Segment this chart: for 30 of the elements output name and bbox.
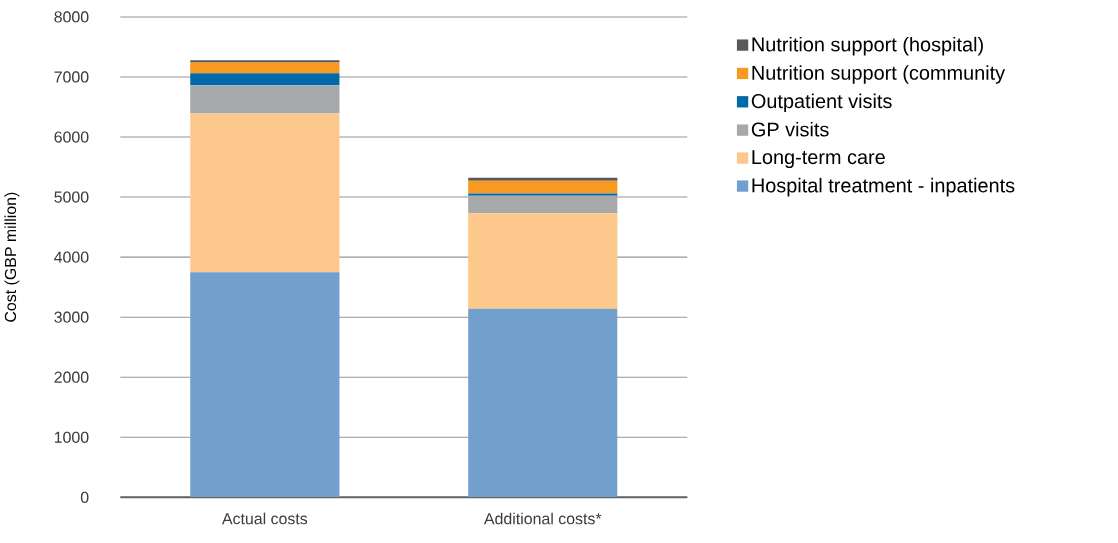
bar [190,62,340,74]
legend-label: Outpatient visits [751,93,892,113]
y-tick-label: 1000 [54,431,89,443]
bar [190,113,340,273]
legend-label: Nutrition support (hospital) [752,36,983,56]
bar [468,213,618,309]
bar [190,60,340,63]
x-tick-label: Actual costs [221,512,308,525]
bar [468,195,618,214]
x-tick-label: Additional costs* [483,512,602,525]
legend-label: Long-term care [752,150,885,169]
bar [190,272,340,498]
bar [468,308,618,498]
legend-label: Hospital treatment - inpatients [752,177,1015,197]
bar [190,73,340,86]
y-tick-label: 5000 [54,191,89,203]
y-axis-title: Cost (GBP million) [4,192,20,322]
y-tick-label: 2000 [54,371,89,383]
y-tick-label: 6000 [54,131,89,143]
y-tick-label: 0 [80,491,89,503]
bar [468,180,618,194]
legend-label: Nutrition support (community [752,65,1006,84]
legend-label: GP visits [751,121,829,137]
y-tick-label: 3000 [54,311,89,323]
bar [468,177,618,181]
y-tick-label: 4000 [54,251,89,263]
bar [468,193,618,196]
y-tick-label: 8000 [54,11,89,23]
bar [190,85,340,114]
y-tick-label: 7000 [54,71,89,83]
